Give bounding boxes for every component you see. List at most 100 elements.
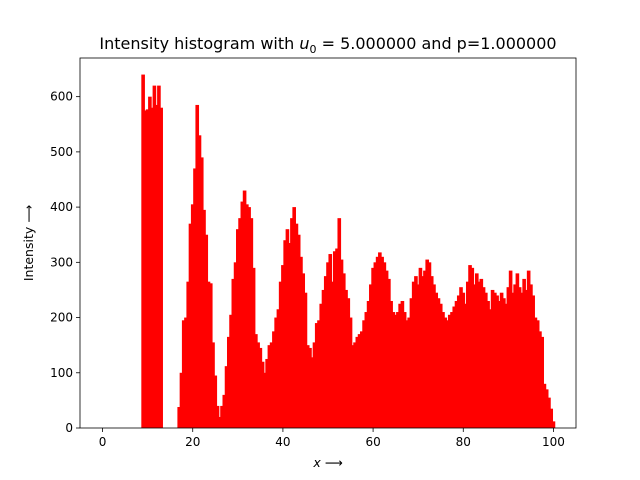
histogram-bar bbox=[436, 298, 441, 428]
histogram-bar bbox=[459, 287, 463, 428]
y-tick-label: 100 bbox=[50, 366, 73, 380]
histogram-bar bbox=[278, 281, 283, 428]
histogram-bar bbox=[321, 289, 326, 428]
histogram-bar bbox=[204, 234, 209, 428]
histogram-bar bbox=[513, 284, 517, 428]
y-tick-label: 400 bbox=[50, 200, 73, 214]
histogram-bar bbox=[326, 262, 330, 428]
histogram-bar bbox=[524, 289, 529, 428]
y-tick-label: 600 bbox=[50, 90, 73, 104]
histogram-bar bbox=[493, 292, 497, 428]
histogram-bar bbox=[227, 336, 231, 428]
histogram-bar bbox=[369, 284, 373, 428]
histogram-bar bbox=[420, 276, 425, 428]
histogram-bar bbox=[152, 85, 157, 429]
histogram-bar bbox=[378, 252, 382, 428]
histogram-bar bbox=[281, 265, 285, 428]
y-tick-label: 0 bbox=[65, 421, 73, 435]
histogram-bar bbox=[240, 201, 245, 428]
histogram-bar bbox=[154, 104, 159, 428]
histogram-bar bbox=[157, 85, 161, 429]
histogram-bar bbox=[195, 104, 200, 428]
histogram-bar bbox=[323, 276, 328, 428]
x-tick-label: 80 bbox=[456, 435, 471, 449]
histogram-bar bbox=[202, 209, 206, 428]
histogram-bar bbox=[285, 229, 290, 428]
histogram-bar bbox=[472, 284, 477, 428]
histogram-bar bbox=[211, 342, 215, 428]
histogram-bar bbox=[290, 218, 294, 428]
histogram-bar bbox=[511, 292, 515, 428]
histogram-bar bbox=[479, 278, 484, 428]
histogram-bar bbox=[364, 312, 369, 428]
histogram-bar bbox=[490, 289, 495, 428]
histogram-bar bbox=[506, 287, 511, 428]
histogram-bar bbox=[393, 314, 398, 428]
histogram-bar bbox=[310, 357, 315, 428]
histogram-bar bbox=[470, 267, 475, 428]
histogram-bar bbox=[481, 287, 486, 428]
histogram-bar bbox=[497, 300, 502, 428]
histogram-bar bbox=[517, 287, 522, 428]
histogram-bar bbox=[389, 300, 393, 428]
histogram-bar bbox=[222, 394, 227, 428]
histogram-bar bbox=[441, 312, 445, 428]
histogram-bar bbox=[542, 383, 547, 428]
histogram-bar bbox=[477, 281, 481, 428]
histogram-bar bbox=[220, 405, 224, 428]
histogram-bar bbox=[463, 303, 468, 428]
histogram-bar bbox=[263, 372, 267, 428]
histogram-bar bbox=[427, 262, 432, 428]
histogram-bar bbox=[355, 336, 360, 428]
histogram-bar bbox=[488, 309, 493, 428]
y-tick-label: 500 bbox=[50, 145, 73, 159]
histogram-bar bbox=[380, 256, 384, 428]
histogram-bar bbox=[353, 342, 357, 428]
histogram-bar bbox=[177, 407, 182, 428]
x-tick-label: 60 bbox=[365, 435, 380, 449]
histogram-bar bbox=[245, 204, 249, 428]
histogram-bar bbox=[184, 317, 188, 428]
histogram-bar bbox=[411, 281, 416, 428]
histogram-bar bbox=[400, 300, 405, 428]
histogram-bar bbox=[145, 109, 150, 429]
x-tick-label: 0 bbox=[99, 435, 107, 449]
histogram-bar bbox=[362, 320, 366, 428]
y-tick-label: 200 bbox=[50, 311, 73, 325]
histogram-bar bbox=[217, 416, 222, 428]
histogram-bar bbox=[206, 281, 211, 428]
histogram-bar bbox=[247, 207, 251, 428]
x-axis-label: x ⟶ bbox=[312, 455, 342, 470]
histogram-bar bbox=[231, 278, 236, 428]
histogram-bar bbox=[265, 358, 269, 428]
histogram-bar bbox=[242, 190, 247, 428]
histogram-bar bbox=[233, 262, 238, 428]
histogram-bar bbox=[312, 342, 317, 428]
histogram-bar bbox=[274, 317, 278, 428]
histogram-bar bbox=[317, 320, 321, 428]
histogram-bar bbox=[391, 312, 396, 428]
histogram-bar bbox=[143, 110, 148, 429]
plot-frame bbox=[79, 57, 577, 429]
histogram-bars bbox=[141, 74, 556, 429]
histogram-bar bbox=[423, 270, 427, 428]
histogram-bar bbox=[502, 298, 506, 428]
histogram-bar bbox=[229, 314, 233, 428]
histogram-bar bbox=[499, 292, 504, 428]
histogram-bar bbox=[418, 267, 423, 428]
histogram-bar bbox=[547, 397, 551, 428]
histogram-bar bbox=[432, 284, 436, 428]
histogram-bar bbox=[296, 234, 301, 428]
chart-title: Intensity histogram with u0 = 5.000000 a… bbox=[99, 34, 556, 56]
histogram-bar bbox=[148, 96, 152, 428]
x-tick-label: 40 bbox=[275, 435, 290, 449]
histogram-bar bbox=[366, 300, 371, 428]
histogram-bar bbox=[535, 320, 540, 428]
histogram-bar bbox=[344, 289, 348, 428]
histogram-bar bbox=[407, 317, 411, 428]
histogram-bar bbox=[454, 300, 459, 428]
histogram-bar bbox=[538, 331, 542, 428]
histogram-bar bbox=[468, 265, 472, 428]
histogram-bar bbox=[215, 405, 220, 428]
